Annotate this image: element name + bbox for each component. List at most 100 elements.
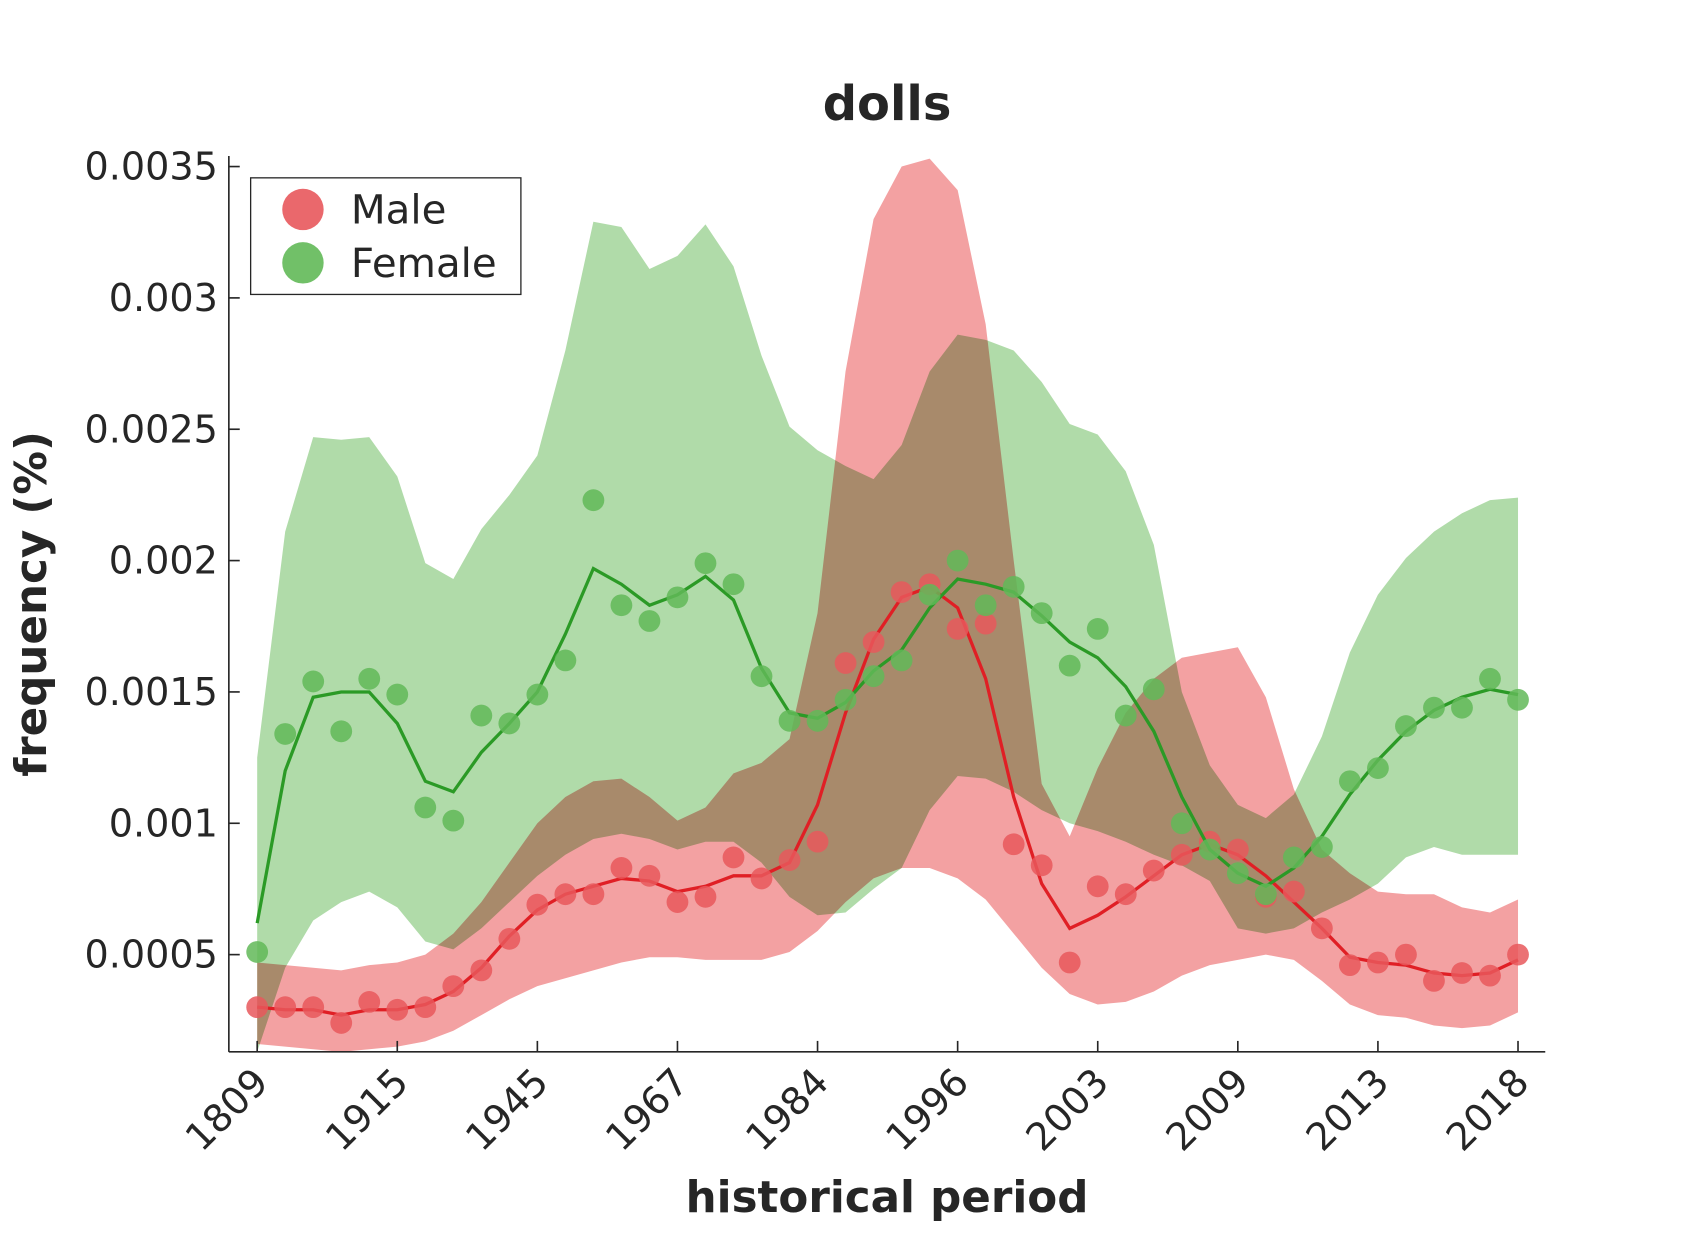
- data-point: [610, 594, 633, 617]
- x-tick-label: 1984: [737, 1060, 837, 1160]
- x-tick-label: 2009: [1158, 1060, 1258, 1160]
- data-point: [470, 704, 493, 727]
- data-point: [722, 846, 745, 869]
- data-point: [638, 610, 661, 632]
- data-point: [666, 586, 689, 609]
- data-point: [1030, 854, 1053, 877]
- data-point: [1367, 757, 1389, 780]
- data-point: [1114, 883, 1137, 906]
- data-point: [1507, 688, 1529, 711]
- data-point: [890, 581, 913, 604]
- data-point: [1282, 846, 1305, 869]
- legend-marker: [282, 188, 324, 231]
- data-point: [1002, 833, 1025, 856]
- data-point: [1395, 715, 1417, 737]
- y-tick-label: 0.002: [109, 539, 218, 583]
- data-point: [1226, 862, 1249, 885]
- data-point: [946, 617, 969, 640]
- data-point: [414, 996, 437, 1019]
- data-point: [694, 552, 717, 575]
- data-point: [1170, 812, 1193, 835]
- data-point: [470, 959, 493, 982]
- x-tick-label: 2003: [1017, 1060, 1117, 1160]
- y-axis-label: frequency (%): [7, 431, 57, 777]
- data-point: [1310, 917, 1333, 940]
- data-point: [414, 796, 437, 819]
- data-point: [806, 830, 829, 853]
- x-tick-label: 1967: [597, 1060, 697, 1160]
- data-point: [1142, 678, 1165, 701]
- data-point: [1086, 875, 1109, 898]
- chart-title: dolls: [823, 77, 952, 132]
- data-point: [554, 883, 577, 906]
- data-point: [610, 857, 633, 879]
- data-point: [1479, 964, 1501, 987]
- data-point: [274, 723, 297, 745]
- data-point: [526, 893, 549, 916]
- data-point: [1339, 770, 1361, 793]
- x-tick-label: 2018: [1438, 1060, 1538, 1160]
- data-point: [1451, 696, 1473, 719]
- y-tick-label: 0.001: [109, 801, 218, 845]
- data-point: [1198, 838, 1221, 861]
- data-point: [1114, 704, 1137, 727]
- data-point: [582, 489, 605, 512]
- data-point: [1002, 575, 1025, 598]
- data-point: [358, 667, 381, 690]
- y-tick-label: 0.0035: [85, 145, 218, 189]
- x-tick-label: 1809: [177, 1060, 277, 1160]
- data-point: [750, 867, 773, 890]
- data-point: [1367, 951, 1389, 974]
- x-tick-label: 1945: [457, 1060, 557, 1160]
- data-point: [1086, 617, 1109, 640]
- data-point: [1339, 954, 1361, 977]
- fit-line: [257, 584, 1519, 1017]
- data-point: [722, 573, 745, 596]
- data-point: [526, 683, 549, 706]
- data-point: [862, 665, 885, 688]
- x-axis-label: historical period: [686, 1173, 1089, 1223]
- x-tick-label: 1915: [317, 1060, 417, 1160]
- y-tick-label: 0.0025: [85, 407, 218, 451]
- data-point: [1058, 951, 1081, 974]
- data-point: [834, 652, 857, 674]
- data-point: [1479, 667, 1501, 690]
- data-point: [862, 631, 885, 653]
- data-point: [1423, 696, 1445, 719]
- data-point: [246, 996, 269, 1019]
- data-point: [330, 1012, 353, 1034]
- data-point: [778, 709, 801, 732]
- data-point: [974, 612, 997, 635]
- data-point: [1451, 962, 1473, 984]
- data-point: [1423, 969, 1445, 992]
- data-point: [1310, 836, 1333, 858]
- data-point: [358, 991, 381, 1013]
- data-point: [694, 885, 717, 908]
- data-point: [582, 883, 605, 906]
- y-tick-label: 0.003: [109, 276, 218, 320]
- legend-label: Male: [351, 187, 447, 234]
- data-point: [554, 649, 577, 672]
- data-point: [1254, 883, 1277, 906]
- y-tick-label: 0.0005: [85, 933, 218, 977]
- data-point: [1030, 602, 1053, 625]
- data-point: [386, 683, 409, 706]
- data-point: [890, 649, 913, 672]
- data-point: [330, 720, 353, 743]
- data-point: [946, 549, 969, 572]
- data-point: [834, 688, 857, 711]
- data-point: [302, 670, 325, 693]
- data-point: [918, 583, 941, 606]
- data-point: [1170, 843, 1193, 866]
- data-point: [1507, 943, 1529, 966]
- data-point: [1395, 943, 1417, 966]
- data-point: [498, 927, 521, 950]
- data-point: [1142, 859, 1165, 882]
- data-point: [638, 864, 661, 887]
- data-point: [666, 891, 689, 913]
- data-point: [974, 594, 997, 617]
- data-point: [442, 809, 465, 832]
- data-point: [442, 975, 465, 998]
